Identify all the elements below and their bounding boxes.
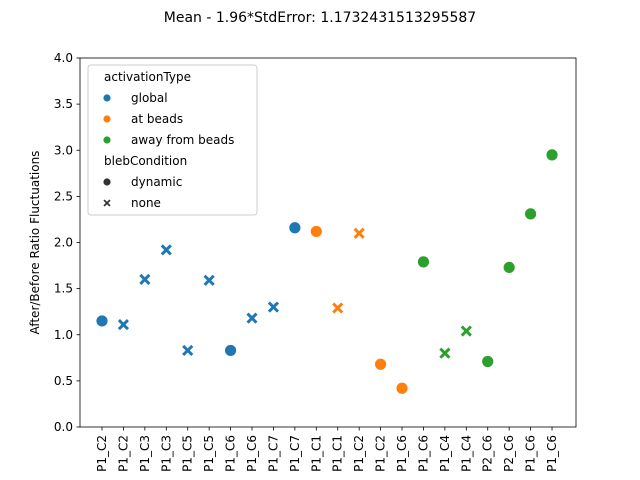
data-point (138, 272, 152, 286)
x-tick-label: P1_C7 (288, 435, 302, 472)
x-tick-label: P1_C5 (202, 435, 216, 472)
legend-item-label: at beads (131, 112, 183, 126)
data-point (374, 357, 387, 371)
legend-marker (102, 198, 112, 208)
x-tick-label: P2_C6 (502, 435, 516, 472)
data-point (95, 314, 109, 328)
legend-marker (102, 114, 112, 124)
legend-box (87, 64, 258, 216)
legend-marker (102, 93, 112, 103)
legend: activationType global at beads away from be… (87, 64, 258, 216)
data-point (481, 355, 495, 368)
y-tick-label: 1.0 (54, 328, 73, 342)
legend-title: blebCondition (104, 154, 187, 168)
y-tick-label: 1.5 (54, 282, 73, 296)
data-point (417, 255, 430, 269)
data-point (159, 243, 173, 257)
legend-item-label: away from beads (131, 133, 234, 147)
data-point (309, 225, 323, 238)
x-tick-label: P1_C2 (352, 435, 366, 472)
x-tick-label: P1_C1 (309, 435, 323, 472)
x-tick-label: P1_C2 (374, 435, 388, 472)
data-point (545, 148, 559, 162)
x-tick-label: P1_C3 (159, 435, 173, 472)
legend-item-label: none (131, 196, 161, 210)
x-tick-label: P1_C2 (95, 435, 109, 472)
y-tick-label: 0.5 (54, 374, 73, 388)
x-tick-label: P1_C2 (116, 435, 130, 472)
data-point (438, 346, 452, 360)
data-point (459, 324, 473, 338)
data-point (202, 273, 216, 287)
x-tick-label: P1_C6 (224, 435, 238, 472)
data-point (502, 261, 516, 274)
data-point (181, 344, 195, 357)
data-point (395, 381, 409, 395)
data-point (224, 344, 237, 357)
x-tick-label: P1_C4 (459, 435, 473, 472)
legend-marker (102, 177, 112, 187)
data-point (117, 318, 130, 332)
x-tick-label: P1_C3 (138, 435, 152, 472)
y-tick-label: 3.0 (54, 143, 73, 157)
plot-area: 0.0 0.5 1.0 1.5 2.0 2.5 3.0 3.5 4.0 P1_C2 P1_C2 P1_… (54, 51, 577, 472)
legend-title: activationType (104, 70, 191, 84)
x-tick-label: P1_C6 (545, 435, 559, 472)
y-tick-label: 2.5 (54, 189, 73, 203)
x-tick-label: P2_C6 (481, 435, 495, 472)
x-tick-label: P1_C5 (181, 435, 195, 472)
x-tick-label: P1_C1 (331, 435, 345, 472)
y-tick-label: 4.0 (54, 51, 73, 65)
data-point (331, 301, 345, 315)
legend-marker (102, 135, 112, 145)
chart-title: Mean - 1.96*StdError: 1.1732431513295587 (164, 10, 476, 26)
x-tick-label: P1_C6 (416, 435, 430, 472)
data-point (267, 300, 280, 314)
x-tick-label: P1_C6 (395, 435, 409, 472)
legend-item-label: global (131, 91, 168, 105)
y-tick-label: 0.0 (54, 420, 73, 434)
x-tick-label: P1_C6 (524, 435, 538, 472)
legend-item-label: dynamic (131, 175, 182, 189)
x-tick-label: P1_C4 (438, 435, 452, 472)
y-tick-label: 2.0 (54, 236, 73, 250)
data-point (245, 311, 259, 325)
data-point (288, 221, 302, 235)
data-point (524, 207, 537, 221)
y-axis-label: After/Before Ratio Fluctuations (28, 151, 42, 335)
x-tick-label: P1_C7 (266, 435, 280, 472)
x-tick-label: P1_C6 (245, 435, 259, 472)
data-point (352, 226, 366, 240)
y-tick-label: 3.5 (54, 97, 73, 111)
